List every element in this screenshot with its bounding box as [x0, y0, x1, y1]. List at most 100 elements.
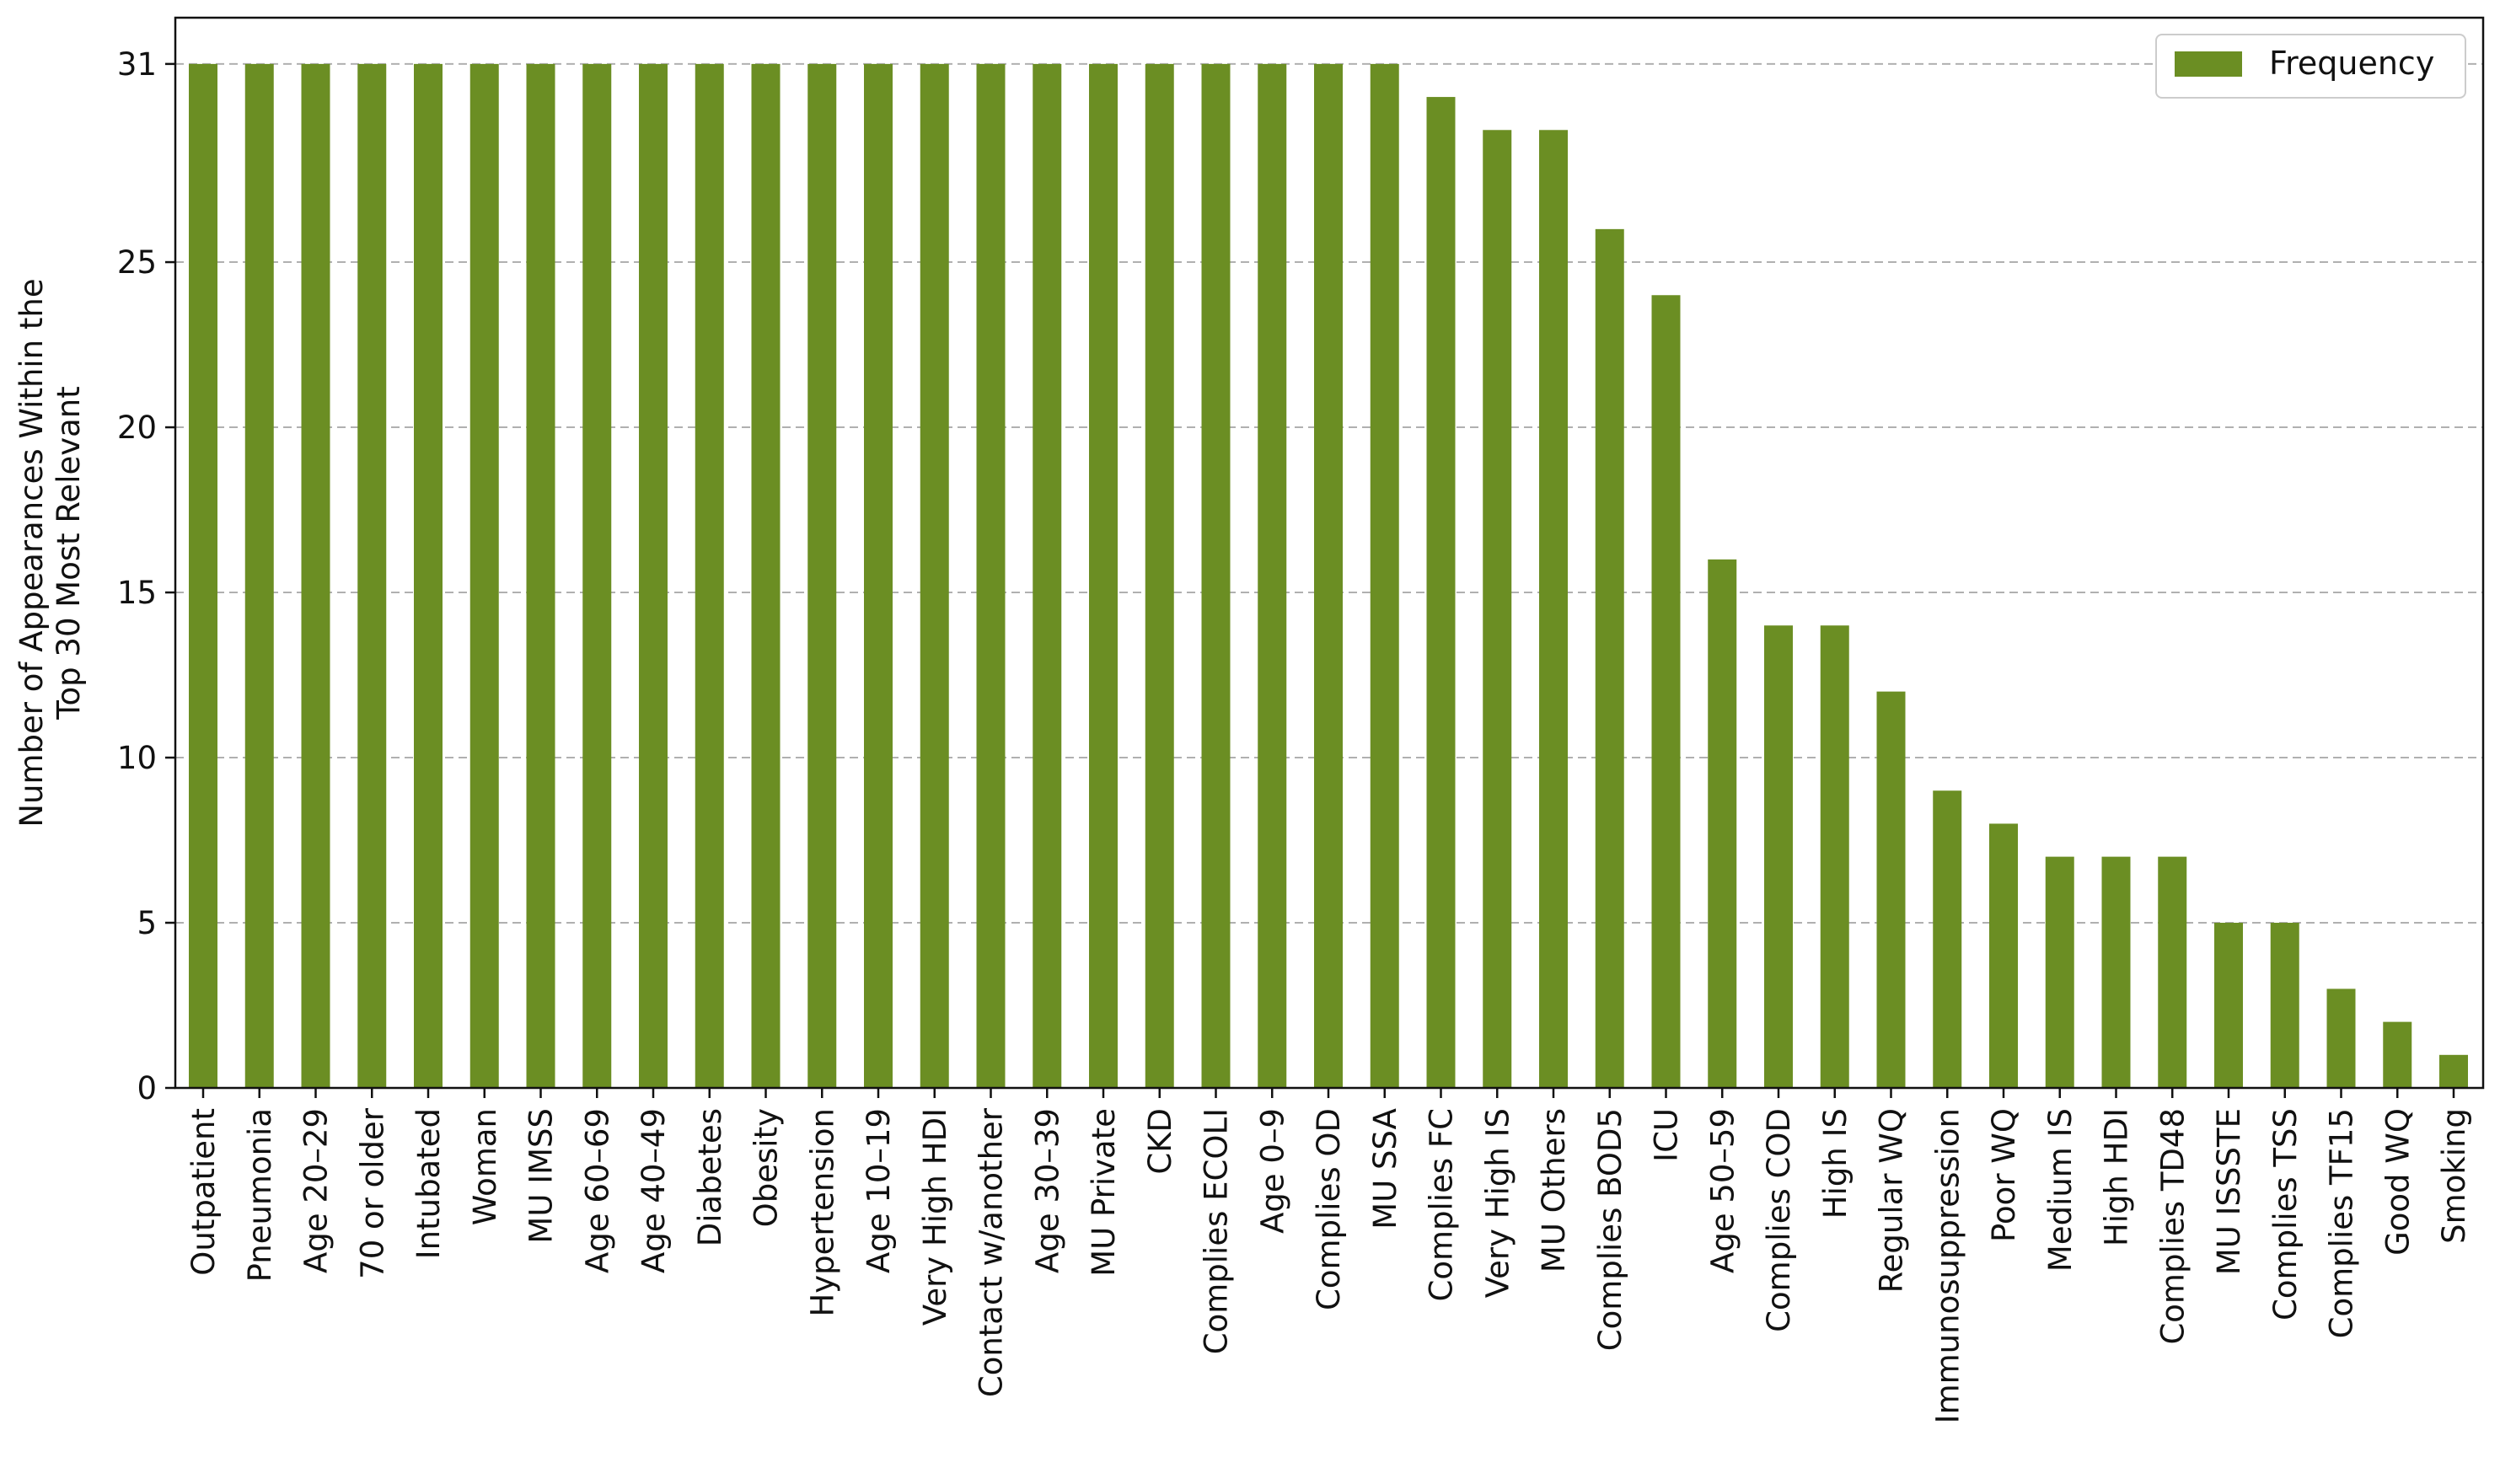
x-tick-label: Woman [467, 1108, 503, 1225]
bar [864, 63, 893, 1088]
x-tick-label: CKD [1142, 1108, 1178, 1175]
x-tick-label: Age 10–19 [861, 1108, 897, 1273]
x-tick-label: Good WQ [2379, 1108, 2416, 1256]
x-tick-label: Complies TD48 [2154, 1108, 2191, 1345]
y-tick-label: 25 [117, 244, 157, 281]
x-tick-label: Age 20–29 [298, 1108, 335, 1273]
bar [2270, 923, 2299, 1088]
bar [357, 63, 387, 1088]
legend-label: Frequency [2269, 45, 2434, 82]
x-tick-label: Poor WQ [1986, 1108, 2022, 1242]
y-tick-label: 10 [117, 740, 157, 776]
x-tick-label: Complies TF15 [2324, 1108, 2360, 1338]
x-tick-label: MU IMSS [523, 1108, 560, 1244]
x-tick-label: Regular WQ [1874, 1108, 1910, 1293]
x-tick-label: Complies FC [1424, 1108, 1460, 1301]
x-tick-label: MU SSA [1367, 1108, 1403, 1230]
y-tick-label: 20 [117, 410, 157, 446]
bar [751, 63, 781, 1088]
bar [920, 63, 949, 1088]
y-axis-title: Number of Appearances Within the Top 30 … [13, 278, 87, 827]
plot-frame [174, 16, 2485, 1090]
x-tick-label: High HDI [2099, 1108, 2135, 1246]
legend: Frequency [2155, 34, 2466, 99]
y-tick-label: 0 [137, 1070, 157, 1106]
legend-box [2155, 34, 2466, 99]
bar [2326, 988, 2356, 1088]
x-tick-label: Complies ECOLI [1199, 1108, 1235, 1354]
bar [1989, 823, 2018, 1088]
x-tick-label: High IS [1817, 1108, 1854, 1219]
x-tick-label: MU Private [1086, 1108, 1122, 1277]
y-tick-label: 15 [117, 575, 157, 611]
bar [189, 63, 217, 1088]
bar [582, 63, 612, 1088]
bar [1370, 63, 1399, 1088]
bar [1426, 97, 1456, 1088]
bar [1314, 63, 1343, 1088]
y-tick-label: 5 [137, 905, 157, 941]
x-tick-label: Age 0–9 [1254, 1108, 1290, 1234]
bar [1876, 691, 1906, 1088]
bar [2383, 1021, 2412, 1088]
y-tick-label: 31 [117, 46, 157, 83]
bar [639, 63, 668, 1088]
x-tick-label: Obesity [748, 1108, 785, 1227]
x-tick-label: Contact w/another [974, 1107, 1010, 1397]
x-tick-label: Pneumonia [242, 1108, 278, 1282]
x-tick-label: Complies TSS [2267, 1108, 2304, 1321]
bar [414, 63, 443, 1088]
bar [976, 63, 1006, 1088]
bar [695, 63, 724, 1088]
x-tick-label: Age 60–69 [579, 1108, 615, 1273]
bar [2439, 1054, 2468, 1088]
bar [244, 63, 274, 1088]
bar [1483, 130, 1512, 1088]
x-tick-label: Age 30–39 [1029, 1108, 1065, 1273]
bar [2214, 923, 2243, 1088]
x-tick-label: Very High IS [1479, 1108, 1516, 1298]
x-tick-label: Hypertension [804, 1108, 840, 1317]
bar [1933, 790, 1962, 1088]
y-axis-ticks: 0 5 10 15 20 25 31 [117, 46, 175, 1106]
bar [469, 63, 499, 1088]
x-tick-label: Immunosuppression [1929, 1108, 1966, 1423]
x-tick-label: Very High HDI [917, 1108, 953, 1326]
bar [1539, 130, 1568, 1088]
bar [1258, 63, 1287, 1088]
bar [301, 63, 330, 1088]
legend-swatch [2175, 51, 2242, 77]
bar [807, 63, 837, 1088]
bar [1764, 625, 1793, 1088]
x-axis-ticks: Outpatient Pneumonia Age 20–29 70 or older I… [185, 1088, 2472, 1423]
x-tick-label: MU Others [1536, 1108, 1572, 1272]
x-tick-label: ICU [1649, 1108, 1685, 1162]
bar [1651, 295, 1681, 1088]
x-tick-label: Complies COD [1761, 1108, 1797, 1332]
bar [2158, 856, 2187, 1088]
bar [526, 63, 555, 1088]
bar [1089, 63, 1118, 1088]
bars [189, 63, 2468, 1088]
x-tick-label: Diabetes [692, 1108, 728, 1246]
x-tick-label: Age 50–59 [1704, 1108, 1741, 1273]
x-tick-label: Medium IS [2042, 1108, 2079, 1272]
x-tick-label: Age 40–49 [636, 1108, 672, 1273]
x-tick-label: Complies BOD5 [1592, 1108, 1628, 1351]
x-tick-label: Smoking [2436, 1108, 2472, 1244]
x-tick-label: Complies OD [1311, 1108, 1347, 1310]
bar [1145, 63, 1174, 1088]
bar [2045, 856, 2074, 1088]
x-tick-label: Outpatient [185, 1108, 222, 1276]
bar [1595, 228, 1624, 1088]
x-tick-label: 70 or older [354, 1107, 390, 1279]
bar [2101, 856, 2131, 1088]
bar [1033, 63, 1062, 1088]
bar [1201, 63, 1231, 1088]
bar [1708, 559, 1737, 1088]
y-axis-title-line-1: Number of Appearances Within the [13, 278, 50, 827]
x-tick-label: MU ISSSTE [2211, 1108, 2247, 1275]
bar [1820, 625, 1849, 1088]
y-axis-title-line-2: Top 30 Most Relevant [51, 386, 87, 721]
